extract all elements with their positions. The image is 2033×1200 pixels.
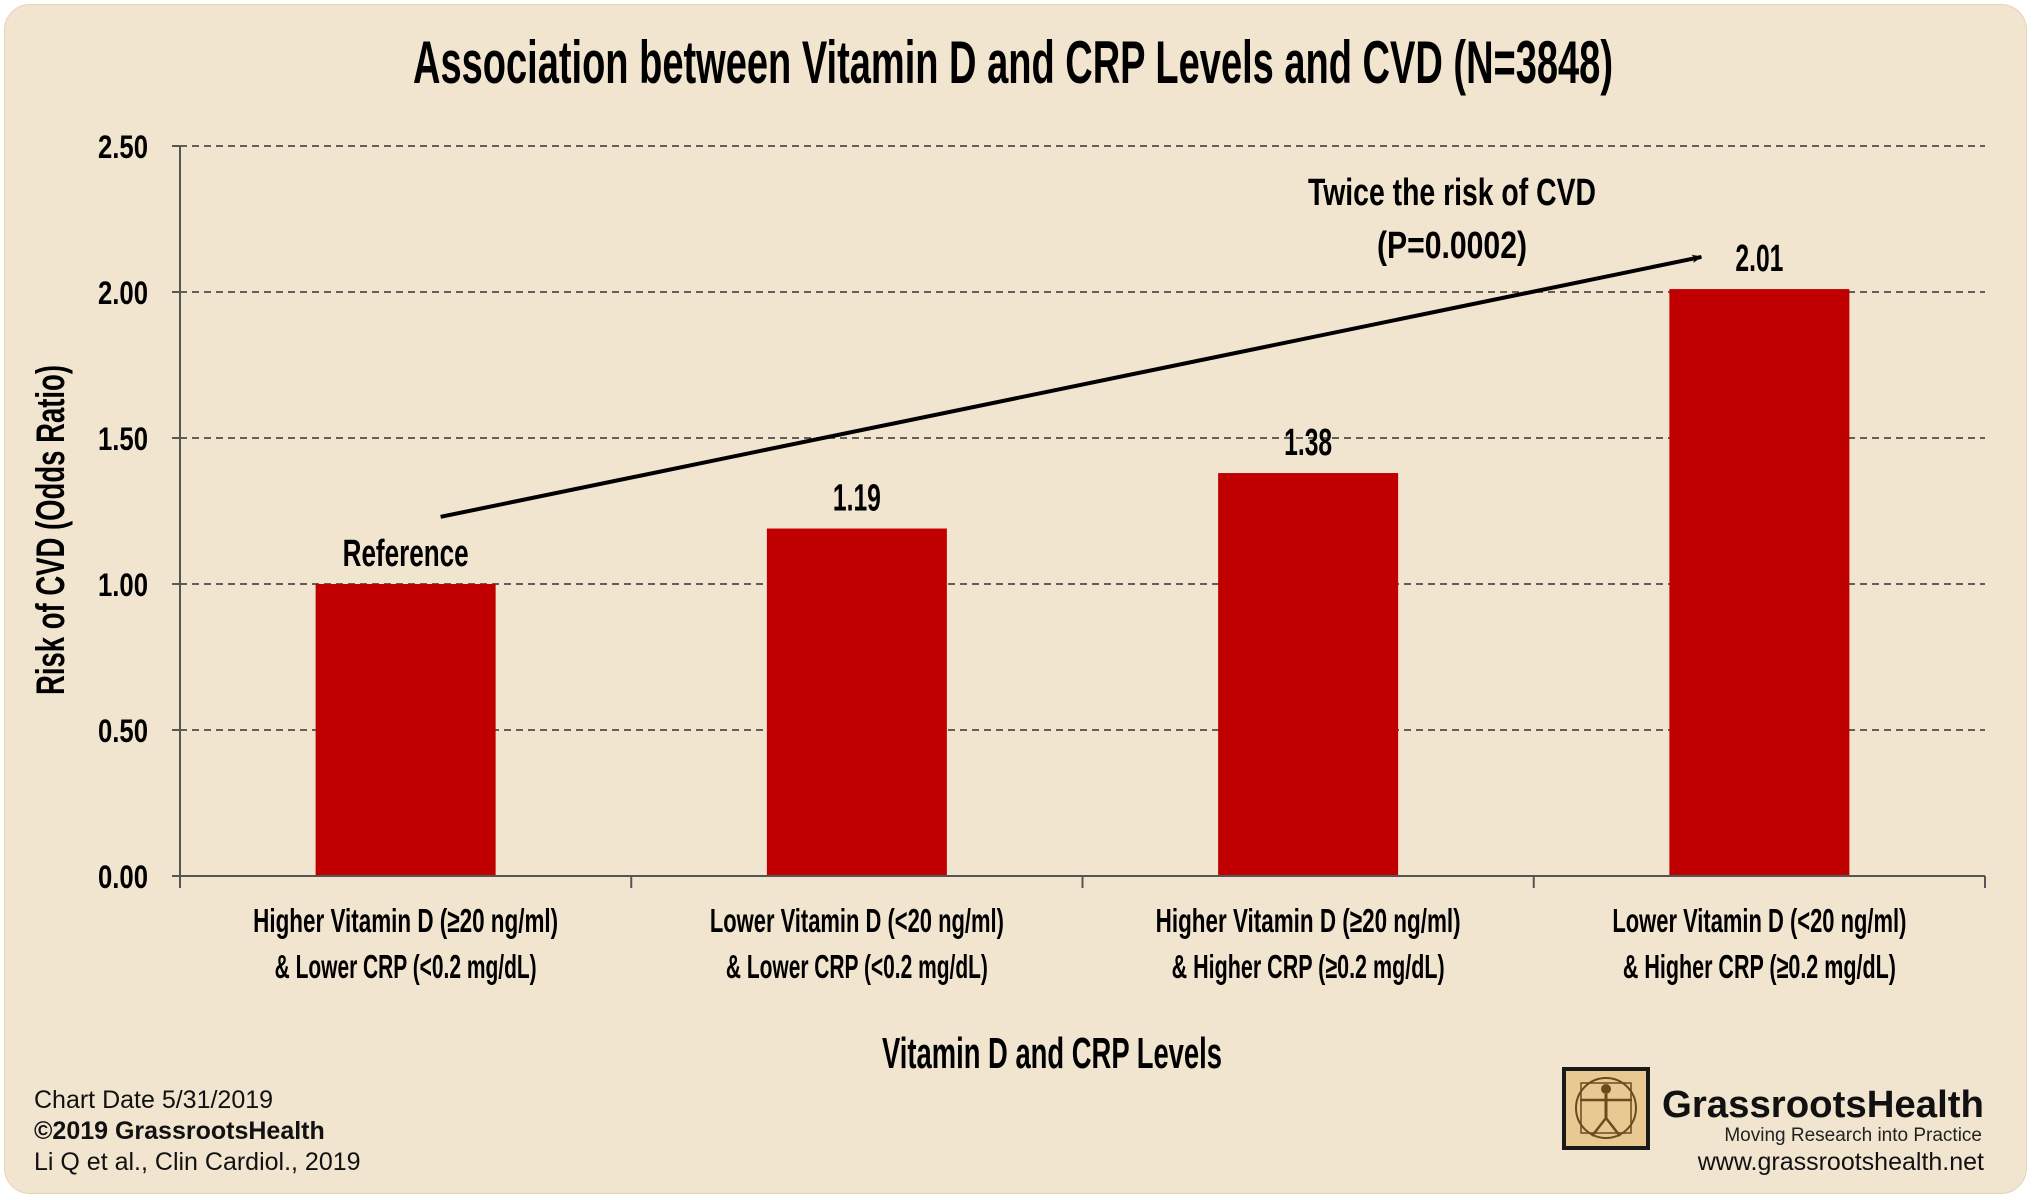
data-labels: Reference 1.19 1.38 2.01	[343, 238, 1784, 575]
brand-url[interactable]: www.grassrootshealth.net	[1697, 1148, 1984, 1176]
x-category-label: Lower Vitamin D (<20 ng/ml)	[1612, 902, 1906, 939]
annotation-line-2: (P=0.0002)	[1377, 225, 1527, 267]
brand-logo	[1562, 1067, 1650, 1150]
y-tick-label: 0.00	[98, 859, 148, 895]
bar	[315, 584, 496, 876]
data-label: 2.01	[1735, 238, 1783, 280]
trend-arrow	[440, 254, 1703, 519]
bars	[315, 289, 1850, 877]
data-label: 1.19	[833, 478, 881, 520]
x-category-label: Lower Vitamin D (<20 ng/ml)	[710, 902, 1004, 939]
bar	[1218, 473, 1399, 876]
vitruvian-man-icon	[1575, 1077, 1637, 1139]
x-category-label: Higher Vitamin D (≥20 ng/ml)	[1156, 902, 1461, 939]
chart-date: Chart Date 5/31/2019	[34, 1086, 273, 1114]
y-axis-title: Risk of CVD (Odds Ratio)	[29, 365, 73, 695]
copyright: ©2019 GrassrootsHealth	[34, 1117, 325, 1145]
brand-name: GrassrootsHealth	[1662, 1084, 1984, 1126]
data-label: 1.38	[1284, 422, 1332, 464]
x-category-label: & Lower CRP (<0.2 mg/dL)	[726, 948, 988, 985]
x-category-label: & Lower CRP (<0.2 mg/dL)	[275, 948, 537, 985]
annotation-line-1: Twice the risk of CVD	[1308, 172, 1596, 214]
data-label: Reference	[343, 533, 469, 575]
x-category-label: Higher Vitamin D (≥20 ng/ml)	[253, 902, 558, 939]
x-category-label: & Higher CRP (≥0.2 mg/dL)	[1623, 948, 1896, 985]
bar	[1669, 289, 1850, 877]
brand-tagline: Moving Research into Practice	[1724, 1125, 1982, 1146]
bar	[766, 528, 947, 876]
annotation: Twice the risk of CVD (P=0.0002)	[440, 172, 1703, 519]
citation: Li Q et al., Clin Cardiol., 2019	[34, 1148, 361, 1176]
x-category-label: & Higher CRP (≥0.2 mg/dL)	[1172, 948, 1445, 985]
y-tick-label: 1.50	[98, 421, 148, 457]
axes	[179, 146, 1986, 888]
chart-title: Association between Vitamin D and CRP Le…	[413, 29, 1613, 96]
y-tick-label: 1.00	[98, 567, 148, 603]
y-axis-ticks: 0.00 0.50 1.00 1.50 2.00 2.50	[98, 129, 180, 895]
y-tick-label: 0.50	[98, 713, 148, 749]
x-axis-title: Vitamin D and CRP Levels	[882, 1029, 1222, 1078]
x-axis-categories: Higher Vitamin D (≥20 ng/ml) & Lower CRP …	[253, 902, 1906, 985]
y-tick-label: 2.50	[98, 129, 148, 165]
y-tick-label: 2.00	[98, 275, 148, 311]
